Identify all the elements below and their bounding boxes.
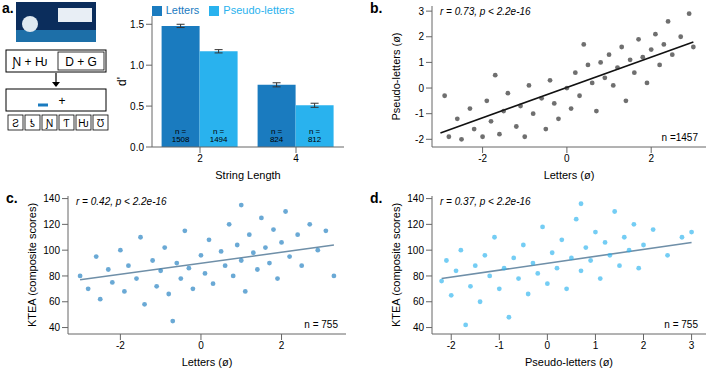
- svg-text:80: 80: [49, 271, 61, 282]
- svg-text:Ɲ + Ƕ: Ɲ + Ƕ: [12, 55, 48, 69]
- svg-text:-2: -2: [116, 340, 125, 351]
- svg-text:n =824: n =824: [270, 127, 284, 144]
- svg-text:60: 60: [413, 296, 425, 307]
- svg-text:-2: -2: [478, 153, 487, 164]
- svg-text:-1: -1: [495, 340, 504, 351]
- svg-text:1: 1: [418, 57, 424, 68]
- svg-text:1.5: 1.5: [130, 19, 144, 30]
- svg-text:120: 120: [43, 219, 60, 230]
- html-text:b.: b.: [370, 0, 383, 16]
- svg-text:D + G: D + G: [65, 55, 97, 69]
- html-text:n =1457: n =1457: [661, 132, 698, 143]
- svg-text:Pseudo-letters (ø): Pseudo-letters (ø): [525, 356, 613, 368]
- svg-text:String Length: String Length: [215, 169, 280, 181]
- svg-text:1: 1: [593, 340, 599, 351]
- svg-text:2: 2: [197, 153, 203, 164]
- svg-text:80: 80: [413, 271, 425, 282]
- html-text:r = 0.37, p < 2.2e-16: r = 0.37, p < 2.2e-16: [440, 196, 531, 207]
- svg-text:140: 140: [43, 193, 60, 204]
- svg-text:KTEA (composite scores): KTEA (composite scores): [26, 203, 38, 327]
- svg-text:-2: -2: [447, 340, 456, 351]
- svg-text:2: 2: [279, 340, 285, 351]
- svg-text:Ʊ: Ʊ: [97, 118, 105, 129]
- svg-text:40: 40: [413, 322, 425, 333]
- svg-text:Pseudo-letters (ø): Pseudo-letters (ø): [390, 32, 402, 120]
- svg-text:n =1508: n =1508: [172, 127, 190, 144]
- svg-text:Letters (ø): Letters (ø): [182, 356, 233, 368]
- html-text:n = 755: n = 755: [304, 319, 338, 330]
- svg-text:1.0: 1.0: [130, 60, 144, 71]
- svg-text:d': d': [115, 77, 129, 86]
- svg-text:0.5: 0.5: [130, 101, 144, 112]
- svg-text:3: 3: [689, 340, 695, 351]
- svg-text:n =1494: n =1494: [210, 127, 228, 144]
- svg-text:0: 0: [564, 153, 570, 164]
- html-text:d.: d.: [370, 190, 383, 206]
- svg-text:0.0: 0.0: [130, 142, 144, 153]
- svg-text:0: 0: [418, 83, 424, 94]
- svg-text:2: 2: [648, 153, 654, 164]
- html-text:c.: c.: [6, 190, 18, 206]
- html-text:Letters: Letters: [165, 4, 200, 16]
- svg-text:KTEA (composite scores): KTEA (composite scores): [390, 203, 402, 327]
- svg-text:-1: -1: [415, 108, 424, 119]
- html-text:r = 0.42, p < 2.2e-16: r = 0.42, p < 2.2e-16: [76, 196, 167, 207]
- svg-text:3: 3: [418, 6, 424, 17]
- svg-text:n =812: n =812: [308, 127, 322, 144]
- svg-text:+: +: [58, 94, 65, 108]
- svg-text:100: 100: [407, 245, 424, 256]
- svg-text:120: 120: [407, 219, 424, 230]
- svg-text:100: 100: [43, 245, 60, 256]
- html-text:Pseudo-letters: Pseudo-letters: [223, 4, 295, 16]
- html-text:n = 755: n = 755: [664, 319, 698, 330]
- svg-text:a.: a.: [2, 0, 14, 16]
- svg-text:2: 2: [641, 340, 647, 351]
- svg-text:Ƕ: Ƕ: [78, 118, 88, 129]
- svg-text:Ƭ: Ƭ: [63, 118, 69, 129]
- svg-text:0: 0: [545, 340, 551, 351]
- html-text:r = 0.73, p < 2.2e-16: r = 0.73, p < 2.2e-16: [440, 6, 531, 17]
- svg-text:Ƨ: Ƨ: [12, 118, 19, 129]
- svg-text:2: 2: [418, 31, 424, 42]
- svg-text:-2: -2: [415, 134, 424, 145]
- svg-text:60: 60: [49, 296, 61, 307]
- svg-text:0: 0: [198, 340, 204, 351]
- svg-text:Ɲ: Ɲ: [45, 118, 53, 129]
- svg-text:ƾ: ƾ: [30, 118, 35, 129]
- svg-text:40: 40: [49, 322, 61, 333]
- svg-text:140: 140: [407, 193, 424, 204]
- svg-text:4: 4: [293, 153, 299, 164]
- svg-text:Letters (ø): Letters (ø): [544, 169, 595, 181]
